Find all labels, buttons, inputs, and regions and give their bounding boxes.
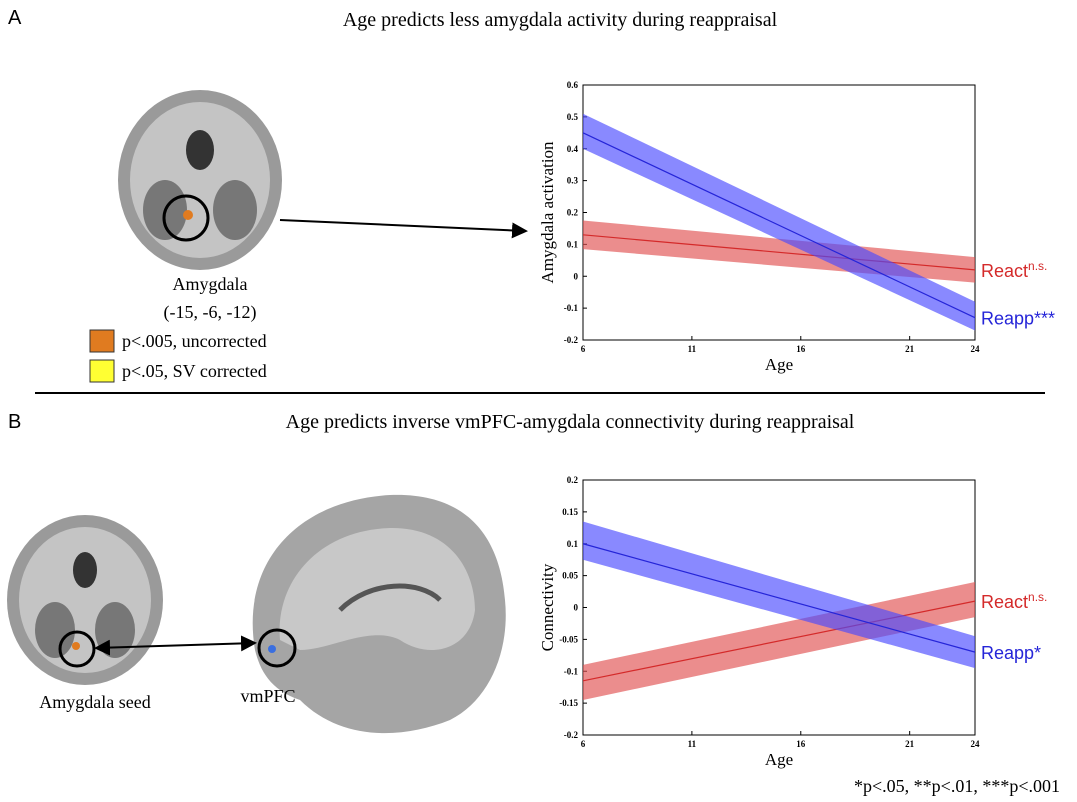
panel-title: Age predicts less amygdala activity duri…	[343, 9, 778, 31]
y-tick-label: 0.15	[562, 507, 578, 517]
x-tick-label: 6	[581, 344, 586, 354]
x-tick-label: 16	[796, 739, 806, 749]
confidence-band	[583, 114, 975, 331]
y-tick-label: 0	[574, 271, 579, 281]
y-axis-label: Amygdala activation	[538, 141, 557, 284]
y-tick-label: -0.05	[559, 634, 578, 644]
brain-coronal	[118, 90, 282, 270]
legend-swatch	[90, 330, 114, 352]
legend: p<.005, uncorrected p<.05, SV corrected	[90, 330, 267, 382]
series-significance: n.s.	[1028, 259, 1047, 273]
series-name: React	[981, 592, 1028, 612]
brain-coronal	[7, 515, 163, 685]
y-tick-label: 0.5	[567, 112, 579, 122]
series-name: Reapp*	[981, 643, 1041, 663]
region-label: Amygdala	[173, 274, 248, 294]
x-tick-label: 6	[581, 739, 586, 749]
chart: -0.2 -0.1 0 0.1 0.2 0.3 0.4 0.5 0.6 6 11 16 21 24 Age A…	[538, 80, 1055, 374]
y-tick-label: -0.2	[564, 730, 579, 740]
x-tick-label: 11	[688, 344, 697, 354]
y-tick-label: 0.2	[567, 475, 579, 485]
series-name: Reapp***	[981, 309, 1055, 329]
x-axis-label: Age	[765, 750, 793, 769]
arrow	[280, 220, 526, 231]
x-tick-label: 21	[905, 344, 915, 354]
footnote: *p<.05, **p<.01, ***p<.001	[854, 776, 1060, 796]
panel-letter: B	[8, 411, 21, 433]
x-axis-label: Age	[765, 355, 793, 374]
y-tick-label: 0.1	[567, 239, 579, 249]
series-line	[583, 133, 975, 318]
figure: A Age predicts less amygdala activity du…	[0, 0, 1077, 802]
x-tick-label: 11	[688, 739, 697, 749]
legend-label: p<.05, SV corrected	[122, 361, 267, 381]
y-tick-label: -0.15	[559, 698, 578, 708]
series-significance: n.s.	[1028, 590, 1047, 604]
y-tick-label: 0.05	[562, 571, 578, 581]
y-tick-label: 0.4	[567, 144, 579, 154]
series-label: Reactn.s.	[981, 590, 1047, 612]
coords-label: (-15, -6, -12)	[164, 302, 257, 323]
y-tick-label: -0.1	[564, 666, 579, 676]
x-tick-label: 16	[796, 344, 806, 354]
y-tick-label: 0	[574, 603, 579, 613]
target-label: vmPFC	[240, 686, 295, 706]
x-tick-label: 24	[971, 344, 981, 354]
x-tick-label: 24	[971, 739, 981, 749]
y-tick-label: -0.2	[564, 335, 579, 345]
panel-title: Age predicts inverse vmPFC-amygdala conn…	[286, 411, 855, 433]
y-tick-label: 0.6	[567, 80, 579, 90]
x-tick-label: 21	[905, 739, 915, 749]
series-label: Reapp*	[981, 643, 1041, 663]
seed-label: Amygdala seed	[39, 692, 150, 712]
y-tick-label: -0.1	[564, 303, 579, 313]
panel-letter: A	[8, 7, 22, 29]
y-tick-label: 0.1	[567, 539, 579, 549]
series-label: Reactn.s.	[981, 259, 1047, 281]
y-axis-label: Connectivity	[538, 563, 557, 651]
series-name: React	[981, 261, 1028, 281]
legend-label: p<.005, uncorrected	[122, 331, 267, 351]
legend-swatch	[90, 360, 114, 382]
series-label: Reapp***	[981, 309, 1055, 329]
y-tick-label: 0.3	[567, 176, 579, 186]
chart: -0.2 -0.15 -0.1 -0.05 0 0.05 0.1 0.15 0.2 6 11 16 21…	[538, 475, 1047, 769]
y-tick-label: 0.2	[567, 208, 579, 218]
